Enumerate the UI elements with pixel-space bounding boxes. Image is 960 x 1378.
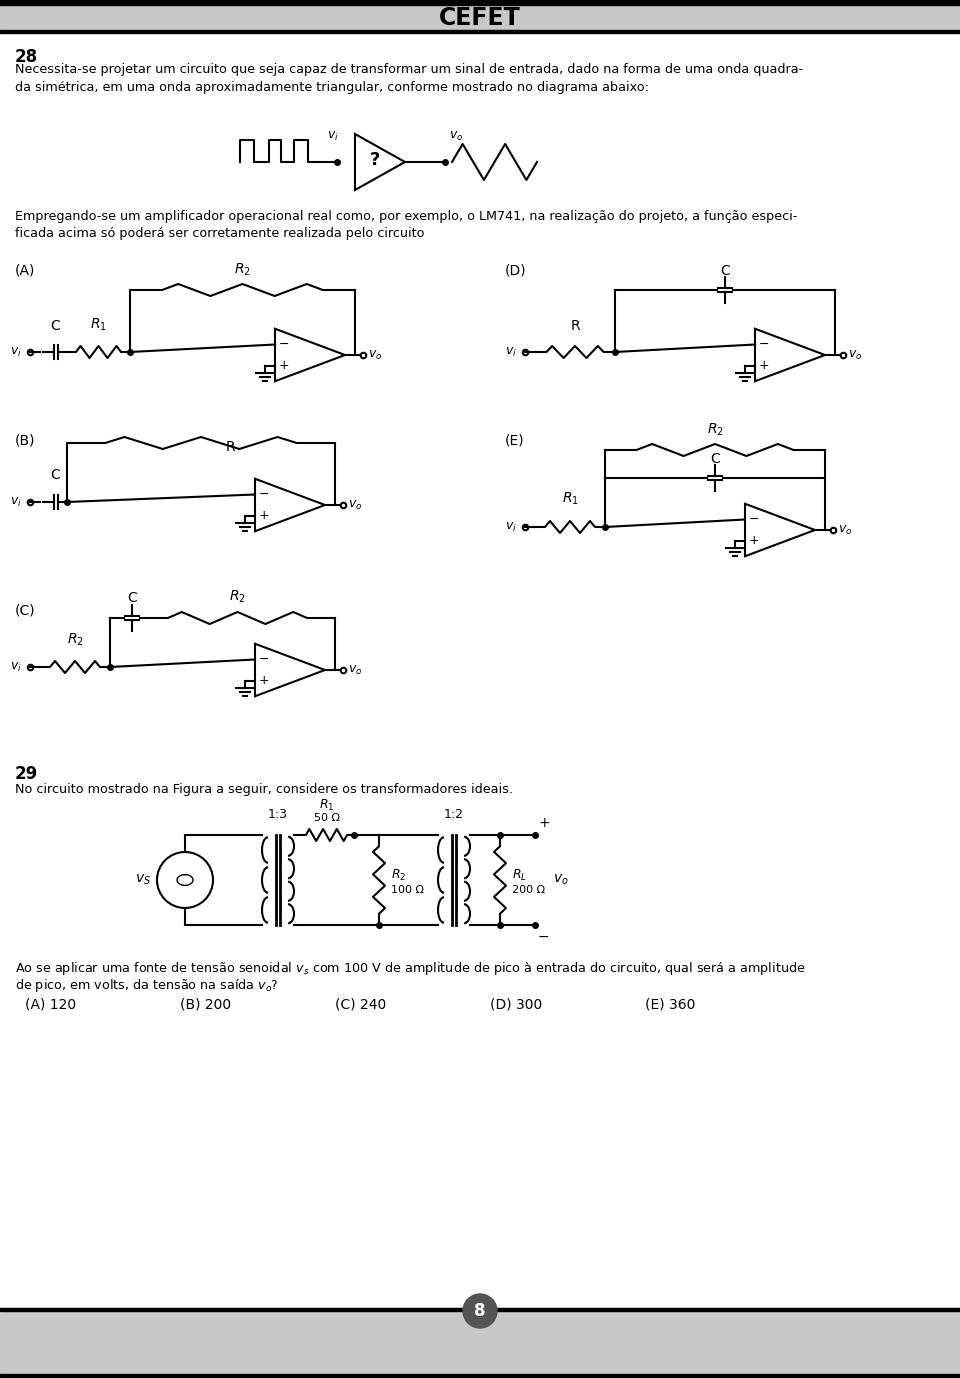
Text: 1:3: 1:3: [268, 808, 288, 821]
Text: No circuito mostrado na Figura a seguir, considere os transformadores ideais.: No circuito mostrado na Figura a seguir,…: [15, 783, 513, 796]
Text: $R_1$: $R_1$: [319, 798, 334, 813]
Text: 29: 29: [15, 765, 38, 783]
Text: 200 Ω: 200 Ω: [512, 885, 545, 894]
Text: −: −: [538, 930, 550, 944]
Text: CEFET: CEFET: [439, 6, 521, 30]
Text: $v_S$: $v_S$: [135, 872, 151, 887]
Text: C: C: [50, 318, 60, 333]
Text: $v_i$: $v_i$: [505, 521, 517, 533]
Text: (C): (C): [15, 604, 36, 617]
Text: +: +: [258, 508, 270, 522]
Text: $v_o$: $v_o$: [848, 349, 862, 361]
Text: (E): (E): [505, 433, 524, 446]
Text: $v_o$: $v_o$: [348, 663, 362, 677]
Text: (E) 360: (E) 360: [645, 998, 695, 1011]
Text: −: −: [259, 653, 269, 666]
Text: ?: ?: [370, 152, 380, 169]
Text: Necessita-se projetar um circuito que seja capaz de transformar um sinal de entr: Necessita-se projetar um circuito que se…: [15, 63, 804, 94]
Bar: [0, 1374, 960, 1378]
Text: C: C: [720, 265, 730, 278]
Text: (B) 200: (B) 200: [180, 998, 231, 1011]
Text: $R_2$: $R_2$: [229, 588, 246, 605]
Text: −: −: [758, 338, 769, 351]
Text: $v_i$: $v_i$: [505, 346, 517, 358]
Text: $v_i$: $v_i$: [11, 496, 22, 508]
Text: (B): (B): [15, 433, 36, 446]
Text: Empregando-se um amplificador operacional real como, por exemplo, o LM741, na re: Empregando-se um amplificador operaciona…: [15, 209, 798, 241]
Text: $R_2$: $R_2$: [234, 262, 251, 278]
Text: (D): (D): [505, 263, 527, 277]
Text: (A) 120: (A) 120: [25, 998, 76, 1011]
Text: 50 Ω: 50 Ω: [314, 813, 340, 823]
Text: −: −: [749, 513, 759, 526]
Text: $R_2$: $R_2$: [66, 631, 84, 648]
Text: / ÁREA: ELETRÔNICA: / ÁREA: ELETRÔNICA: [15, 1339, 151, 1353]
Text: de pico, em volts, da tensão na saída $v_o$?: de pico, em volts, da tensão na saída $v…: [15, 977, 278, 994]
Text: $R_1$: $R_1$: [562, 491, 579, 507]
Text: $v_o$: $v_o$: [348, 499, 362, 511]
Text: C: C: [710, 452, 720, 466]
Text: 28: 28: [15, 48, 38, 66]
Text: +: +: [758, 360, 769, 372]
Text: +: +: [538, 816, 550, 830]
Text: +: +: [749, 535, 759, 547]
Text: TÉCNICO DE ELETRÔNICA E TÉCNICO DE LABORATÓRIO: TÉCNICO DE ELETRÔNICA E TÉCNICO DE LABOR…: [15, 1322, 377, 1334]
Text: $v_o$: $v_o$: [368, 349, 382, 361]
Text: $v_o$: $v_o$: [838, 524, 852, 536]
Text: 100 Ω: 100 Ω: [391, 885, 424, 894]
Text: −: −: [278, 338, 289, 351]
Bar: [0, 1308, 960, 1310]
Text: C: C: [50, 469, 60, 482]
Text: (A): (A): [15, 263, 36, 277]
Text: (D) 300: (D) 300: [490, 998, 542, 1011]
Text: −: −: [259, 488, 269, 502]
Text: R: R: [570, 318, 580, 333]
Text: $v_i$: $v_i$: [11, 346, 22, 358]
Text: $v_o$: $v_o$: [449, 130, 464, 143]
Text: (C) 240: (C) 240: [335, 998, 386, 1011]
Text: $v_i$: $v_i$: [327, 130, 339, 143]
Text: +: +: [258, 674, 270, 688]
Bar: [0, 6, 960, 30]
Text: $v_i$: $v_i$: [11, 660, 22, 674]
Text: $v_o$: $v_o$: [553, 872, 568, 887]
Bar: [0, 0, 960, 6]
Text: +: +: [278, 360, 289, 372]
Text: $R_2$: $R_2$: [391, 867, 406, 882]
Text: $R_2$: $R_2$: [707, 422, 724, 438]
Text: $R_L$: $R_L$: [512, 867, 527, 882]
Text: 1:2: 1:2: [444, 808, 464, 821]
Bar: [0, 30, 960, 33]
Text: Ao se aplicar uma fonte de tensão senoidal $v_s$ com 100 V de amplitude de pico : Ao se aplicar uma fonte de tensão senoid…: [15, 960, 805, 977]
Text: $R_1$: $R_1$: [89, 317, 107, 333]
Circle shape: [463, 1294, 497, 1328]
Text: 8: 8: [474, 1302, 486, 1320]
Text: C: C: [127, 591, 137, 605]
Bar: [0, 1308, 960, 1378]
Text: R: R: [226, 440, 235, 453]
